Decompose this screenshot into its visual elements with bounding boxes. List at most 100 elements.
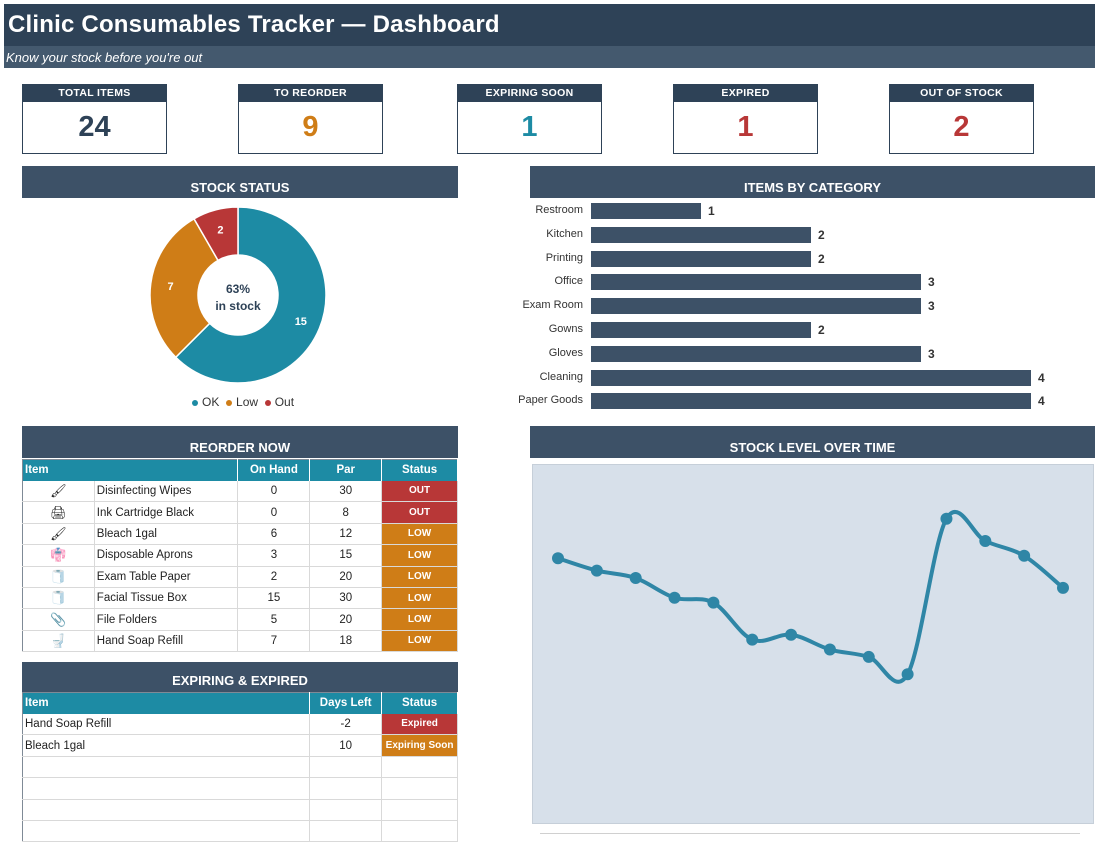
paper-roll-icon: 🧻 [22,566,95,588]
empty-cell [22,799,311,821]
stock-over-time-line-chart [552,509,1069,684]
item-name: File Folders [94,608,239,631]
category-value: 3 [928,299,935,314]
item-name: Exam Table Paper [94,566,239,588]
item-name: Hand Soap Refill [22,713,311,736]
col-header-days-left: Days Left [309,692,383,714]
page-title: Clinic Consumables Tracker — Dashboard [8,11,500,38]
dashboard-title-bar: Clinic Consumables Tracker — Dashboard [4,4,1095,46]
status-badge: OUT [381,480,458,503]
page-subtitle: Know your stock before you're out [6,50,203,65]
status-badge: LOW [381,566,458,588]
items-by-category-header: ITEMS BY CATEGORY [530,166,1095,198]
legend-out: Out [264,395,294,409]
donut-center-label: in stock [215,299,261,313]
par-value: 8 [309,501,383,524]
stock-level-point [707,596,720,609]
printer-icon: 🖨 [22,501,95,524]
table-row[interactable]: 🖌 Bleach 1gal 6 12 LOW [22,523,458,546]
on-hand-value: 2 [237,566,311,588]
apron-icon: 👘 [22,544,95,567]
table-row[interactable]: 🧻 Facial Tissue Box 15 30 LOW [22,587,458,610]
kpi-label: EXPIRING SOON [458,85,601,102]
table-row[interactable]: Bleach 1gal 10 Expiring Soon [22,734,458,757]
stock-level-point [823,643,836,656]
category-bar [591,203,701,219]
on-hand-value: 5 [237,608,311,631]
stock-status-header: STOCK STATUS [22,166,458,198]
empty-row [22,756,458,779]
category-label: Gloves [548,346,583,359]
category-label: Paper Goods [518,394,583,407]
empty-cell [381,799,458,821]
days-left-value: -2 [309,713,383,736]
category-label: Exam Room [522,299,583,312]
table-row[interactable]: 👘 Disposable Aprons 3 15 LOW [22,544,458,567]
table-row[interactable]: 🚽 Hand Soap Refill 7 18 LOW [22,630,458,653]
stock-level-point [901,668,914,681]
category-value: 4 [1038,394,1045,409]
category-bar [591,250,811,267]
category-label: Cleaning [539,370,583,383]
stock-level-point [1057,581,1069,594]
kpi-value: 1 [737,111,754,143]
category-value: 2 [818,251,825,266]
legend-swatch [264,399,271,406]
par-value: 15 [309,544,383,567]
empty-cell [381,820,458,843]
stock-level-point [668,591,681,604]
empty-cell [22,777,311,800]
category-value: 3 [928,275,935,290]
table-row[interactable]: 🧻 Exam Table Paper 2 20 LOW [22,566,458,588]
on-hand-value: 3 [237,544,311,567]
empty-cell [381,756,458,779]
table-row[interactable]: Hand Soap Refill -2 Expired [22,713,458,736]
donut-slice-out [192,206,239,262]
donut-center-percent: 63% [226,282,250,296]
stock-level-point [979,535,992,547]
donut-data-label: 2 [217,224,223,236]
col-header-status: Status [381,692,458,714]
category-value: 2 [818,227,825,242]
status-badge: LOW [381,630,458,653]
col-header-status: Status [381,459,458,481]
legend-ok: OK [192,395,219,409]
kpi-out-of-stock: OUT OF STOCK 2 [889,84,1034,154]
stock-status-legend: OK Low Out [192,395,294,409]
table-row[interactable]: 📎 File Folders 5 20 LOW [22,608,458,631]
empty-cell [22,820,311,843]
empty-row [22,799,458,821]
category-bar [591,369,1031,386]
table-row[interactable]: 🖨 Ink Cartridge Black 0 8 OUT [22,501,458,524]
col-header-item: Item [22,459,239,481]
item-name: Bleach 1gal [22,734,311,757]
status-badge: LOW [381,587,458,610]
legend-low: Low [226,395,258,409]
status-badge: LOW [381,523,458,546]
on-hand-value: 0 [237,501,311,524]
category-label: Gowns [548,323,583,335]
donut-slice-ok [174,206,327,384]
status-badge: LOW [381,544,458,567]
empty-cell [309,756,383,779]
donut-data-label: 7 [168,281,174,293]
item-name: Hand Soap Refill [94,630,239,653]
table-row[interactable]: 🖌 Disinfecting Wipes 0 30 OUT [22,480,458,503]
kpi-total-items: TOTAL ITEMS 24 [22,84,167,154]
par-value: 30 [309,587,383,610]
col-header-par: Par [309,459,383,481]
empty-cell [309,799,383,821]
category-value: 3 [928,346,935,361]
status-badge: Expiring Soon [381,734,458,757]
kpi-value: 2 [953,111,970,143]
stock-level-point [862,650,875,663]
empty-row [22,777,458,800]
paper-roll-icon: 🧻 [22,587,95,610]
stock-over-time-header: STOCK LEVEL OVER TIME [530,426,1095,458]
stock-level-point [552,552,564,565]
item-name: Bleach 1gal [94,523,239,546]
col-header-item: Item [22,692,311,714]
dashboard-subtitle-bar: Know your stock before you're out [4,46,1095,68]
category-bar [591,274,921,291]
category-value: 4 [1038,370,1045,385]
